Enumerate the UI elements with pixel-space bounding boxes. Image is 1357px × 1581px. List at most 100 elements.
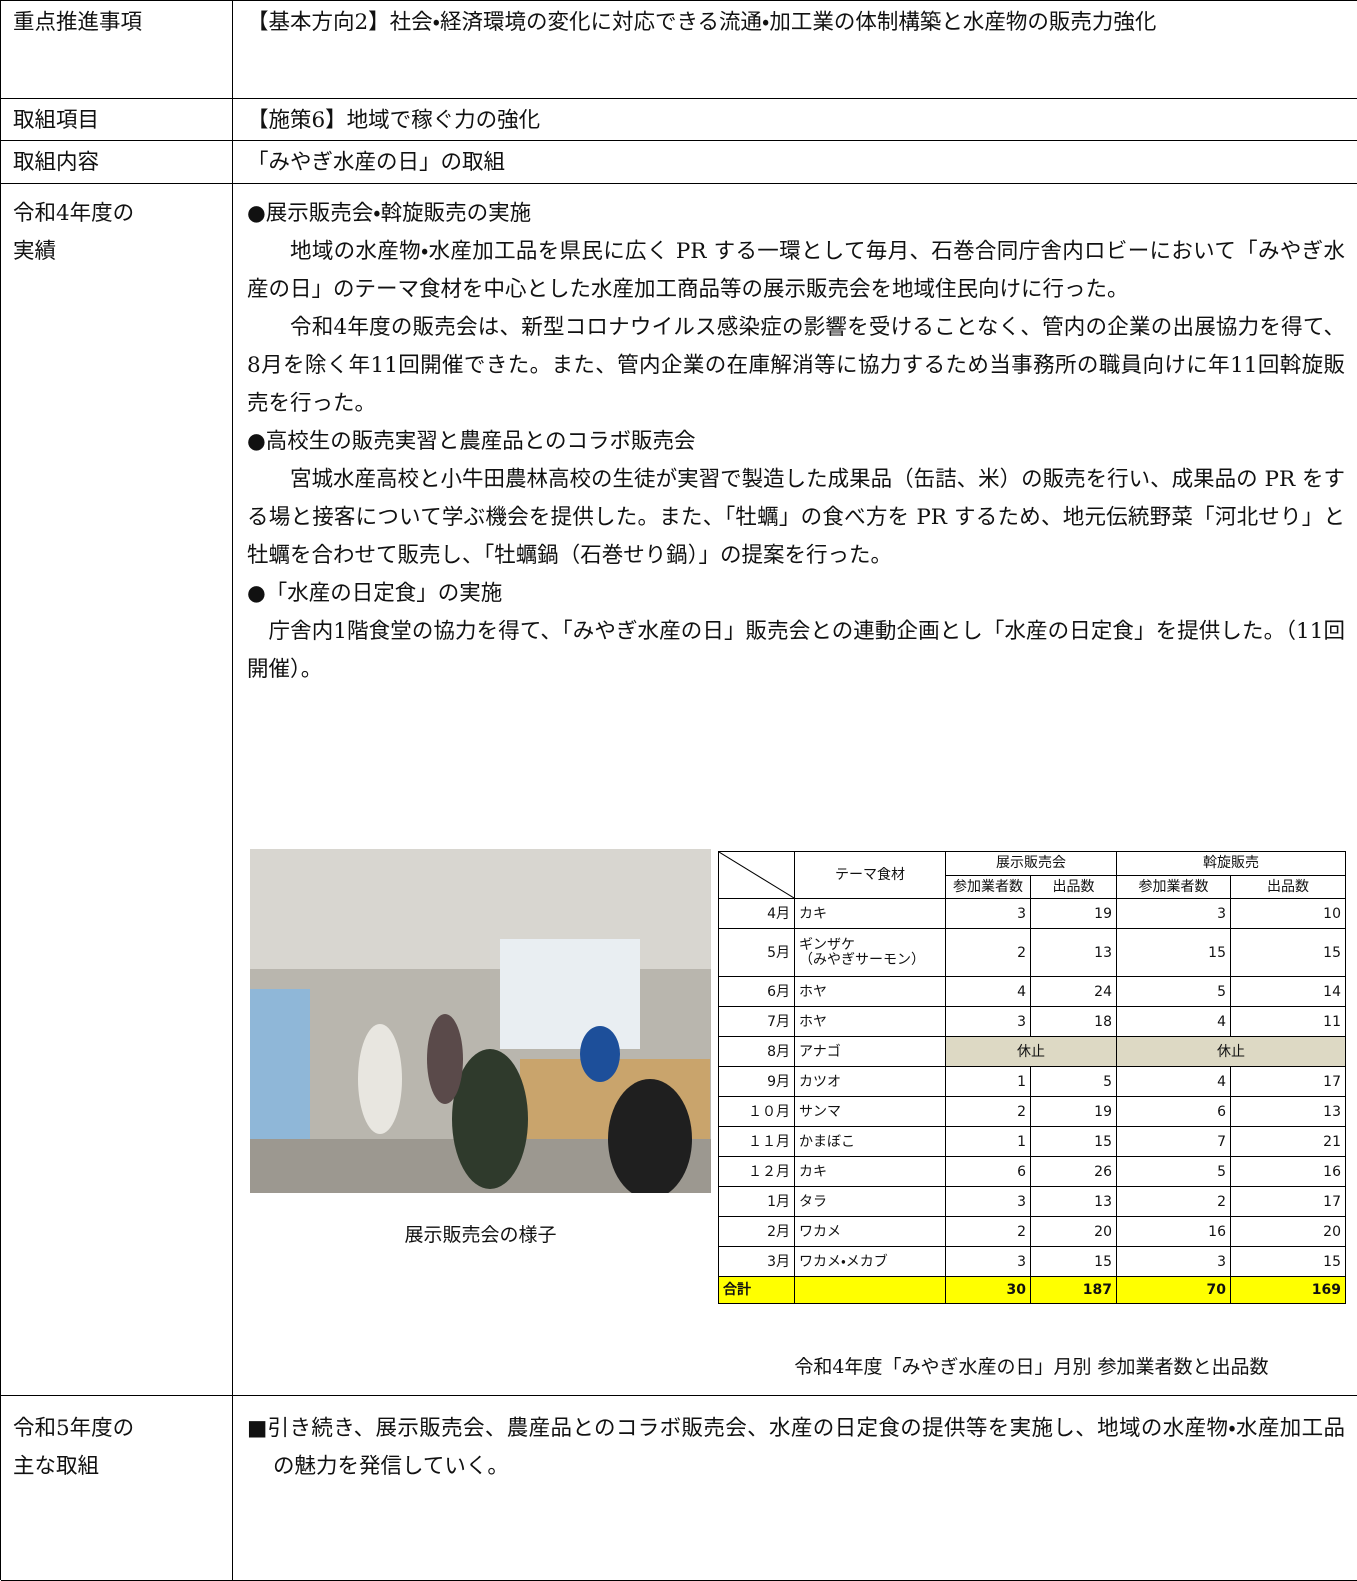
paragraph: 庁舎内1階食堂の協力を得て、「みやぎ水産の日」販売会との連動企画とし「水産の日定… [247, 613, 1345, 689]
value-cell: 3 [946, 1247, 1031, 1277]
data-row: 8月アナゴ休止休止 [719, 1037, 1346, 1067]
value-cell: 16 [1231, 1157, 1346, 1187]
value-cell: 20 [1231, 1217, 1346, 1247]
value-cell: 4 [946, 977, 1031, 1007]
total-value: 30 [946, 1277, 1031, 1304]
corner-cell [719, 852, 795, 899]
column-header: 参加業者数 [1117, 875, 1231, 899]
theme-cell: ワカメ・メカブ [795, 1247, 946, 1277]
value-cell: 14 [1231, 977, 1346, 1007]
row-label: 取組内容 [1, 141, 233, 184]
month-cell: 4月 [719, 899, 795, 929]
theme-cell: ホヤ [795, 1007, 946, 1037]
section-heading: ●高校生の販売実習と農産品とのコラボ販売会 [247, 423, 1345, 461]
value-cell: 20 [1031, 1217, 1117, 1247]
column-header: 出品数 [1231, 875, 1346, 899]
value-cell: 19 [1031, 1097, 1117, 1127]
row-label: 令和5年度の 主な取組 [1, 1396, 233, 1581]
value-cell: 13 [1231, 1097, 1346, 1127]
value-cell: 3 [946, 1007, 1031, 1037]
value-cell: 2 [946, 1097, 1031, 1127]
month-cell: 3月 [719, 1247, 795, 1277]
column-header: テーマ食材 [795, 852, 946, 899]
photo [250, 849, 711, 1193]
month-cell: 2月 [719, 1217, 795, 1247]
total-value: 169 [1231, 1277, 1346, 1304]
total-label: 合計 [719, 1277, 795, 1304]
data-row: １１月かまぼこ115721 [719, 1127, 1346, 1157]
theme-cell: ギンザケ （みやぎサーモン） [795, 929, 946, 977]
theme-cell: アナゴ [795, 1037, 946, 1067]
total-value: 70 [1117, 1277, 1231, 1304]
value-cell: 24 [1031, 977, 1117, 1007]
month-cell: 8月 [719, 1037, 795, 1067]
value-cell: 15 [1031, 1127, 1117, 1157]
value-cell: 5 [1031, 1067, 1117, 1097]
value-cell: 7 [1117, 1127, 1231, 1157]
section: ●展示販売会・斡旋販売の実施地域の水産物・水産加工品を県民に広く PR する一環… [247, 195, 1345, 423]
row-content: 【施策6】地域で稼ぐ力の強化 [233, 99, 1357, 141]
column-header: 出品数 [1031, 875, 1117, 899]
value-cell: 3 [946, 899, 1031, 929]
theme-cell: カツオ [795, 1067, 946, 1097]
document-table: 重点推進事項 【基本方向2】社会・経済環境の変化に対応できる流通・加工業の体制構… [0, 0, 1357, 1580]
photo-caption: 展示販売会の様子 [250, 1220, 711, 1250]
row-label: 令和4年度の 実績 [1, 184, 233, 1396]
row-label: 取組項目 [1, 99, 233, 141]
value-cell: 15 [1231, 1247, 1346, 1277]
total-value: 187 [1031, 1277, 1117, 1304]
value-cell: 13 [1031, 1187, 1117, 1217]
theme-cell: サンマ [795, 1097, 946, 1127]
month-cell: １２月 [719, 1157, 795, 1187]
theme-cell: タラ [795, 1187, 946, 1217]
value-cell: 13 [1031, 929, 1117, 977]
value-cell: 6 [1117, 1097, 1231, 1127]
plans-content: ■引き続き、展示販売会、農産品とのコラボ販売会、水産の日定食の提供等を実施し、地… [233, 1396, 1357, 1581]
month-cell: 7月 [719, 1007, 795, 1037]
value-cell: 3 [946, 1187, 1031, 1217]
group-header: 斡旋販売 [1117, 852, 1346, 876]
section-heading: ●展示販売会・斡旋販売の実施 [247, 195, 1345, 233]
data-row: 1月タラ313217 [719, 1187, 1346, 1217]
row-content: 【基本方向2】社会・経済環境の変化に対応できる流通・加工業の体制構築と水産物の販… [233, 1, 1357, 99]
total-blank [795, 1277, 946, 1304]
header-row: テーマ食材展示販売会斡旋販売 [719, 852, 1346, 876]
column-header: 参加業者数 [946, 875, 1031, 899]
month-cell: 9月 [719, 1067, 795, 1097]
theme-cell: ホヤ [795, 977, 946, 1007]
value-cell: 17 [1231, 1067, 1346, 1097]
row-label: 重点推進事項 [1, 1, 233, 99]
value-cell: 3 [1117, 899, 1231, 929]
section: ●「水産の日定食」の実施庁舎内1階食堂の協力を得て、「みやぎ水産の日」販売会との… [247, 575, 1345, 689]
value-cell: 11 [1231, 1007, 1346, 1037]
value-cell: 5 [1117, 977, 1231, 1007]
value-cell: 18 [1031, 1007, 1117, 1037]
value-cell: 5 [1117, 1157, 1231, 1187]
value-cell: 10 [1231, 899, 1346, 929]
value-cell: 2 [1117, 1187, 1231, 1217]
value-cell: 17 [1231, 1187, 1346, 1217]
section-heading: ●「水産の日定食」の実施 [247, 575, 1345, 613]
value-cell: 26 [1031, 1157, 1117, 1187]
value-cell: 2 [946, 1217, 1031, 1247]
theme-cell: ワカメ [795, 1217, 946, 1247]
month-cell: 6月 [719, 977, 795, 1007]
value-cell: 4 [1117, 1007, 1231, 1037]
month-cell: １０月 [719, 1097, 795, 1127]
value-cell: 21 [1231, 1127, 1346, 1157]
table-caption: 令和4年度「みやぎ水産の日」月別 参加業者数と出品数 [718, 1352, 1345, 1382]
value-cell: 1 [946, 1127, 1031, 1157]
month-cell: 5月 [719, 929, 795, 977]
value-cell: 1 [946, 1067, 1031, 1097]
theme-cell: カキ [795, 1157, 946, 1187]
suspended-cell: 休止 [946, 1037, 1117, 1067]
diagonal [719, 852, 794, 898]
